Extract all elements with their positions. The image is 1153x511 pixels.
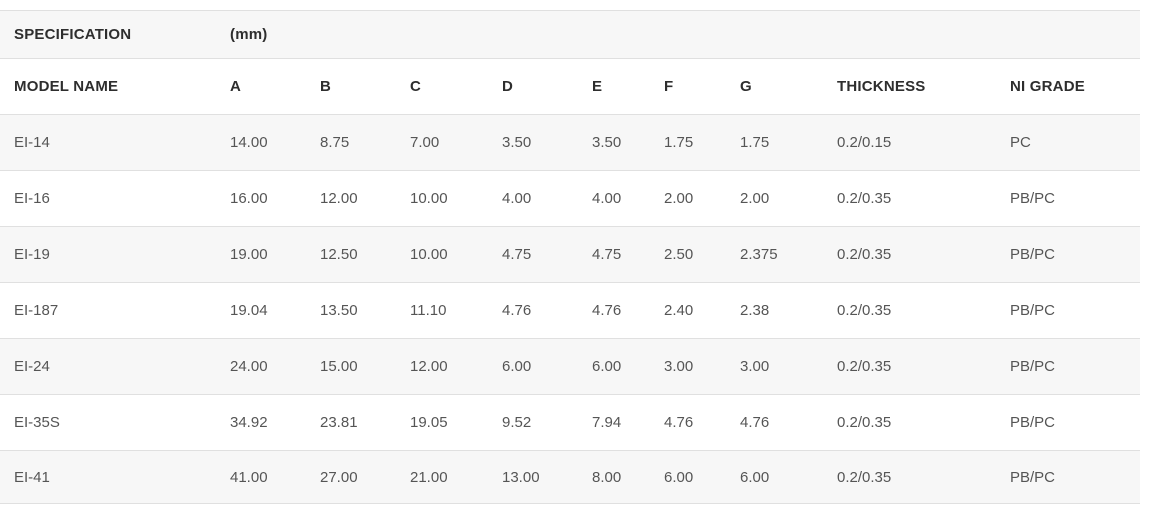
specification-table: SPECIFICATION (mm) MODEL NAME A B C D E … — [0, 10, 1140, 504]
value-cell-a: 16.00 — [230, 190, 268, 207]
value-cell-b: 27.00 — [320, 468, 358, 486]
value-cell-e: 6.00 — [592, 358, 622, 375]
value-cell-b: 12.50 — [320, 246, 358, 263]
value-cell-f: 2.00 — [664, 190, 694, 207]
value-cell-c: 10.00 — [410, 190, 448, 207]
ni-grade-cell: PB/PC — [1010, 414, 1056, 431]
table-row: EI-19 19.00 12.50 10.00 4.75 4.75 2.50 2… — [0, 226, 1140, 283]
table-row: EI-41 41.00 27.00 21.00 13.00 8.00 6.00 … — [0, 450, 1140, 504]
value-cell-d: 3.50 — [502, 134, 532, 151]
thickness-cell: 0.2/0.15 — [837, 134, 892, 151]
column-header-model-name: MODEL NAME — [14, 78, 119, 95]
value-cell-a: 24.00 — [230, 358, 268, 375]
column-header-a: A — [230, 78, 242, 95]
model-name-cell: EI-35S — [14, 414, 60, 431]
specification-page: SPECIFICATION (mm) MODEL NAME A B C D E … — [0, 10, 1153, 511]
column-header-ni-grade: NI GRADE — [1010, 78, 1085, 95]
value-cell-f: 4.76 — [664, 414, 694, 431]
value-cell-b: 15.00 — [320, 358, 358, 375]
value-cell-b: 13.50 — [320, 302, 358, 319]
value-cell-c: 10.00 — [410, 246, 448, 263]
value-cell-f: 3.00 — [664, 358, 694, 375]
value-cell-a: 19.00 — [230, 246, 268, 263]
thickness-cell: 0.2/0.35 — [837, 190, 892, 207]
value-cell-d: 4.00 — [502, 190, 532, 207]
value-cell-c: 11.10 — [410, 302, 447, 319]
table-row: EI-14 14.00 8.75 7.00 3.50 3.50 1.75 1.7… — [0, 114, 1140, 171]
value-cell-e: 8.00 — [592, 468, 622, 486]
ni-grade-cell: PB/PC — [1010, 468, 1056, 486]
value-cell-g: 2.38 — [740, 302, 770, 319]
value-cell-d: 9.52 — [502, 414, 532, 431]
column-header-b: B — [320, 78, 332, 95]
column-header-c: C — [410, 78, 422, 95]
thickness-cell: 0.2/0.35 — [837, 358, 892, 375]
ni-grade-cell: PC — [1010, 134, 1031, 151]
value-cell-a: 41.00 — [230, 468, 268, 486]
value-cell-b: 12.00 — [320, 190, 358, 207]
value-cell-g: 6.00 — [740, 468, 770, 486]
value-cell-a: 14.00 — [230, 134, 268, 151]
value-cell-f: 2.50 — [664, 246, 694, 263]
column-header-thickness: THICKNESS — [837, 78, 926, 95]
value-cell-e: 3.50 — [592, 134, 622, 151]
model-name-cell: EI-19 — [14, 246, 50, 263]
ni-grade-cell: PB/PC — [1010, 190, 1056, 207]
thickness-cell: 0.2/0.35 — [837, 414, 892, 431]
value-cell-c: 19.05 — [410, 414, 448, 431]
value-cell-c: 7.00 — [410, 134, 440, 151]
ni-grade-cell: PB/PC — [1010, 302, 1056, 319]
ni-grade-cell: PB/PC — [1010, 358, 1056, 375]
value-cell-a: 19.04 — [230, 302, 268, 319]
section-header-row: SPECIFICATION (mm) — [0, 10, 1140, 59]
table-row: EI-16 16.00 12.00 10.00 4.00 4.00 2.00 2… — [0, 170, 1140, 227]
thickness-cell: 0.2/0.35 — [837, 468, 892, 486]
value-cell-g: 3.00 — [740, 358, 770, 375]
value-cell-b: 8.75 — [320, 134, 350, 151]
value-cell-g: 1.75 — [740, 134, 770, 151]
value-cell-d: 13.00 — [502, 468, 540, 486]
ni-grade-cell: PB/PC — [1010, 246, 1056, 263]
table-row: EI-24 24.00 15.00 12.00 6.00 6.00 3.00 3… — [0, 338, 1140, 395]
value-cell-e: 4.00 — [592, 190, 622, 207]
value-cell-e: 7.94 — [592, 414, 622, 431]
table-row: EI-35S 34.92 23.81 19.05 9.52 7.94 4.76 … — [0, 394, 1140, 451]
thickness-cell: 0.2/0.35 — [837, 302, 892, 319]
value-cell-b: 23.81 — [320, 414, 358, 431]
value-cell-c: 21.00 — [410, 468, 448, 486]
model-name-cell: EI-14 — [14, 134, 50, 151]
value-cell-a: 34.92 — [230, 414, 268, 431]
value-cell-g: 4.76 — [740, 414, 770, 431]
model-name-cell: EI-24 — [14, 358, 50, 375]
column-header-f: F — [664, 78, 674, 95]
section-unit-label: (mm) — [230, 26, 268, 43]
value-cell-f: 2.40 — [664, 302, 694, 319]
value-cell-c: 12.00 — [410, 358, 448, 375]
column-header-g: G — [740, 78, 752, 95]
value-cell-d: 4.75 — [502, 246, 532, 263]
column-header-e: E — [592, 78, 603, 95]
value-cell-g: 2.375 — [740, 246, 778, 263]
value-cell-f: 6.00 — [664, 468, 694, 486]
model-name-cell: EI-16 — [14, 190, 50, 207]
column-header-row: MODEL NAME A B C D E F G THICKNESS NI GR… — [0, 58, 1140, 115]
value-cell-d: 4.76 — [502, 302, 532, 319]
section-title: SPECIFICATION — [14, 26, 132, 43]
value-cell-g: 2.00 — [740, 190, 770, 207]
value-cell-e: 4.75 — [592, 246, 622, 263]
value-cell-f: 1.75 — [664, 134, 694, 151]
thickness-cell: 0.2/0.35 — [837, 246, 892, 263]
column-header-d: D — [502, 78, 514, 95]
table-row: EI-187 19.04 13.50 11.10 4.76 4.76 2.40 … — [0, 282, 1140, 339]
value-cell-d: 6.00 — [502, 358, 532, 375]
model-name-cell: EI-41 — [14, 468, 50, 486]
model-name-cell: EI-187 — [14, 302, 59, 319]
value-cell-e: 4.76 — [592, 302, 622, 319]
